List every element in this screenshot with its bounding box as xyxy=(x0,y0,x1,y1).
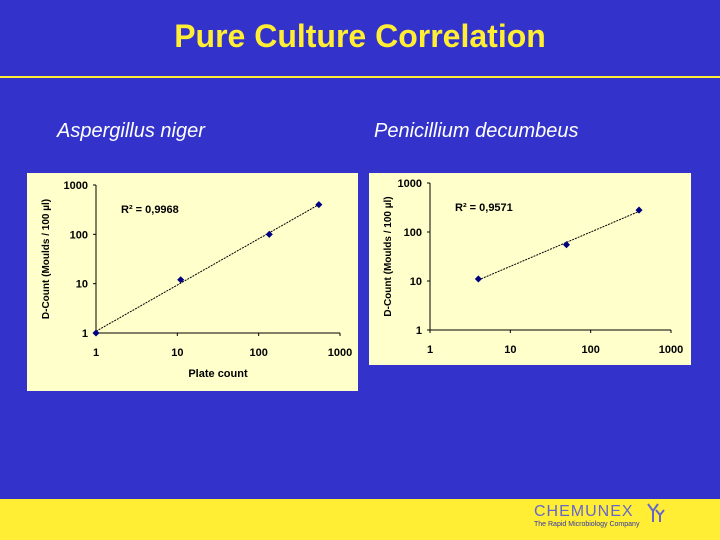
data-point xyxy=(474,275,482,283)
y-tick-label: 1 xyxy=(416,325,422,337)
x-tick-label: 1 xyxy=(93,347,99,359)
data-point xyxy=(635,206,643,214)
y-tick-label: 100 xyxy=(70,229,88,241)
r-squared-annotation: R² = 0,9968 xyxy=(121,204,179,216)
y-tick-label: 10 xyxy=(410,276,422,288)
x-tick-label: 10 xyxy=(171,347,183,359)
data-point xyxy=(265,230,273,238)
chart-aspergillus: 1 10 100 1000 1 10 100 1000 Plate count D-Count (… xyxy=(41,180,352,380)
y-axis-label: D-Count (Moulds / 100 µl) xyxy=(41,199,52,319)
data-point xyxy=(562,241,571,249)
x-tick-label: 1000 xyxy=(328,347,352,359)
x-tick-label: 1 xyxy=(427,344,433,356)
data-point xyxy=(315,201,323,209)
trendline xyxy=(95,204,320,332)
antibody-logo-icon xyxy=(647,503,665,522)
x-tick-label: 10 xyxy=(504,344,516,356)
chart-title-penicillium: Penicillium decumbeus xyxy=(374,120,579,142)
x-tick-label: 100 xyxy=(249,347,267,359)
chart-panel-aspergillus: 1 10 100 1000 1 10 100 1000 Plate count D-Count (… xyxy=(27,173,358,391)
y-tick-label: 1 xyxy=(82,328,88,340)
data-point xyxy=(92,329,100,337)
title-divider xyxy=(0,76,720,78)
x-axis-label: Plate count xyxy=(188,368,248,380)
trendline xyxy=(478,210,640,281)
y-tick-label: 100 xyxy=(404,227,422,239)
data-point xyxy=(177,276,185,284)
y-tick-label: 1000 xyxy=(64,180,88,192)
x-tick-label: 1000 xyxy=(659,344,683,356)
r-squared-annotation: R² = 0,9571 xyxy=(455,202,513,214)
x-tick-label: 100 xyxy=(581,344,599,356)
brand-logo-text: CHEMUNEX xyxy=(534,503,634,520)
slide-title: Pure Culture Correlation xyxy=(174,18,546,54)
footer-bar: CHEMUNEX The Rapid Microbiology Company xyxy=(0,499,720,540)
chart-title-aspergillus: Aspergillus niger xyxy=(57,120,205,142)
y-tick-label: 10 xyxy=(76,279,88,291)
y-axis-label: D-Count (Moulds / 100 µl) xyxy=(383,196,394,316)
brand-tagline: The Rapid Microbiology Company xyxy=(534,521,640,528)
y-tick-label: 1000 xyxy=(398,178,422,190)
